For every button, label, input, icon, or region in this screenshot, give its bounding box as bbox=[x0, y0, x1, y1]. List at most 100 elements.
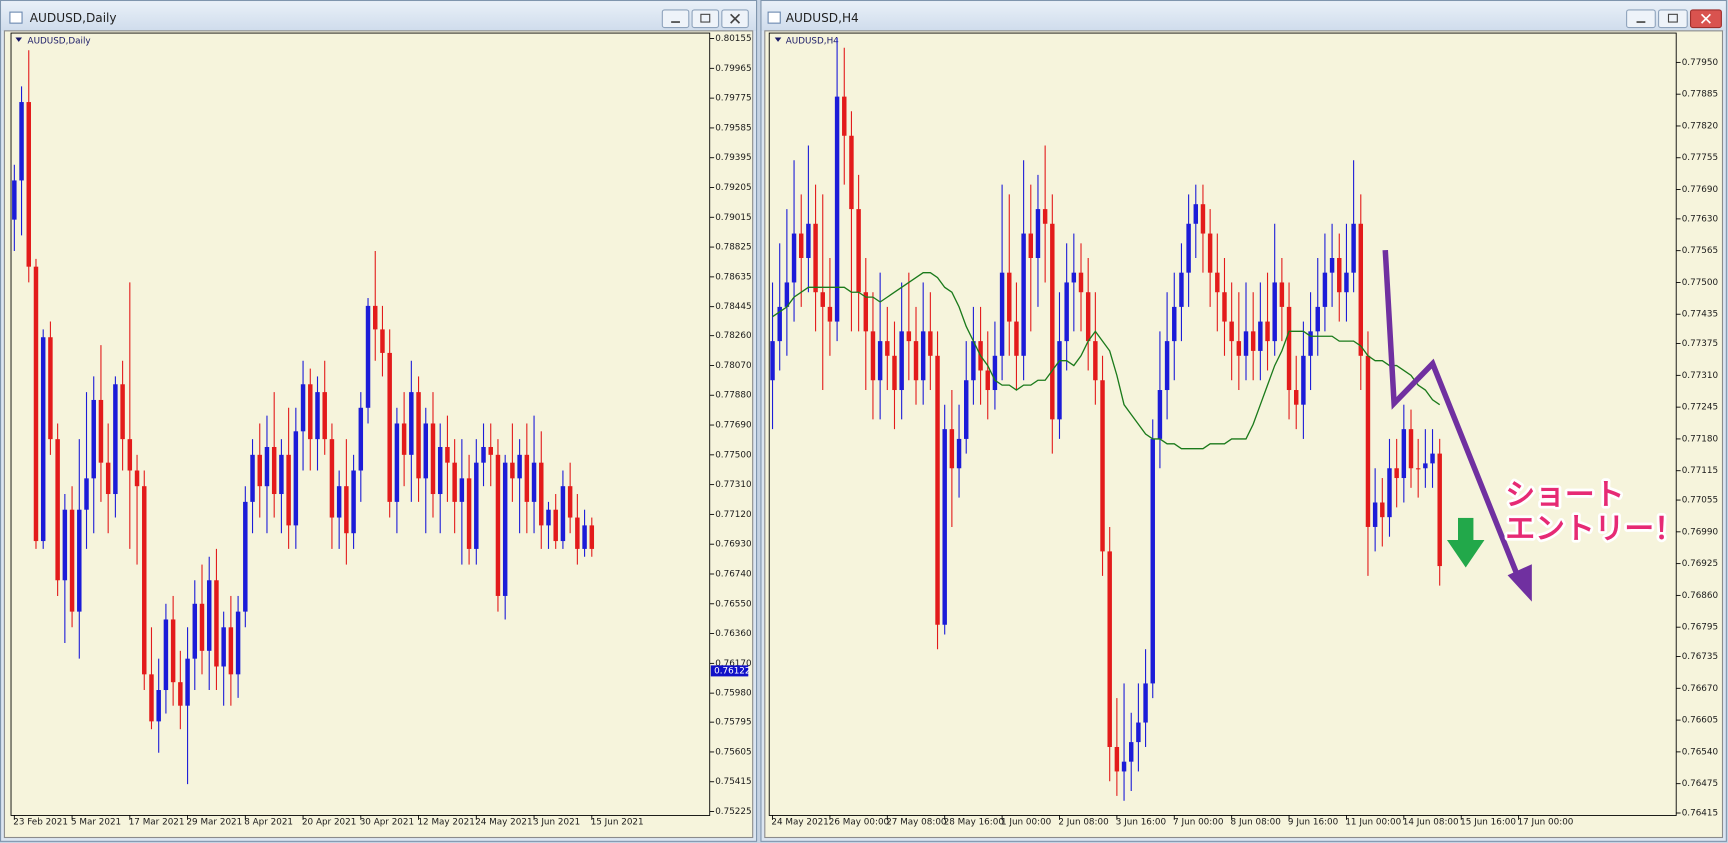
window-buttons[interactable] bbox=[661, 9, 749, 29]
y-tick-label: 0.76415 bbox=[1682, 809, 1718, 819]
y-tick-label: 0.77055 bbox=[1682, 496, 1718, 506]
candle-body bbox=[791, 233, 797, 283]
candle-body bbox=[55, 439, 60, 581]
y-tick-label: 0.76925 bbox=[1682, 559, 1718, 569]
x-tick-label: 12 May 2021 bbox=[417, 818, 474, 828]
x-tick-label: 11 Jun 00:00 bbox=[1345, 818, 1401, 828]
x-tick-label: 8 Apr 2021 bbox=[244, 818, 293, 828]
y-tick-label: 0.76540 bbox=[1682, 747, 1719, 757]
green-arrow-head bbox=[1446, 539, 1485, 568]
candle-body bbox=[214, 580, 219, 667]
y-tick-label: 0.77310 bbox=[715, 480, 752, 490]
candle-body bbox=[459, 478, 465, 502]
candle-body bbox=[582, 525, 587, 549]
x-tick-label: 9 Jun 16:00 bbox=[1288, 818, 1339, 828]
y-tick-label: 0.79205 bbox=[715, 183, 751, 193]
y-tick-label: 0.79585 bbox=[715, 123, 751, 133]
candle-body bbox=[1078, 272, 1084, 293]
candle-body bbox=[949, 429, 955, 469]
candle-body bbox=[1337, 257, 1342, 293]
y-tick-label: 0.77120 bbox=[715, 510, 752, 520]
candle-body bbox=[1430, 453, 1435, 464]
title-bar bbox=[761, 1, 1726, 31]
candle-body bbox=[1301, 355, 1306, 405]
candle-body bbox=[1437, 453, 1442, 567]
candle-body bbox=[336, 486, 342, 518]
candle-body bbox=[1236, 341, 1242, 356]
candle-body bbox=[1157, 390, 1163, 439]
candle-body bbox=[1265, 321, 1270, 342]
candle-body bbox=[329, 439, 335, 518]
candle-body bbox=[423, 423, 429, 479]
candle-body bbox=[546, 509, 551, 526]
candle-body bbox=[1050, 223, 1055, 420]
candle-body bbox=[842, 96, 847, 136]
y-tick-label: 0.76170 bbox=[715, 659, 752, 669]
candle-body bbox=[913, 341, 919, 381]
restore-button[interactable] bbox=[1658, 9, 1688, 29]
candle-body bbox=[250, 454, 255, 502]
candle-body bbox=[1372, 502, 1378, 527]
candle-body bbox=[409, 392, 414, 455]
candle-body bbox=[286, 454, 291, 526]
candle-body bbox=[1114, 746, 1120, 772]
candle-body bbox=[12, 180, 17, 220]
candle-body bbox=[1322, 272, 1328, 307]
y-tick-label: 0.77880 bbox=[715, 391, 752, 401]
candle-body bbox=[1186, 223, 1191, 273]
candle-body bbox=[105, 462, 111, 495]
menu-triangle[interactable] bbox=[15, 37, 23, 42]
candle-body bbox=[777, 306, 782, 342]
candle-body bbox=[1358, 223, 1364, 356]
candle-body bbox=[999, 272, 1005, 356]
candle-body bbox=[920, 331, 926, 381]
candle-body bbox=[1128, 742, 1134, 762]
candle-body bbox=[62, 509, 68, 581]
y-tick-label: 0.76735 bbox=[1682, 652, 1718, 662]
x-tick-label: 15 Jun 16:00 bbox=[1460, 818, 1516, 828]
candle-body bbox=[127, 439, 133, 471]
candle-body bbox=[1014, 321, 1019, 356]
minimize-button[interactable] bbox=[661, 9, 690, 29]
candle-body bbox=[120, 384, 125, 440]
candle-body bbox=[985, 370, 990, 391]
candle-body bbox=[228, 627, 234, 675]
candle-body bbox=[387, 352, 392, 502]
candle-body bbox=[834, 96, 840, 322]
restore-button[interactable] bbox=[691, 9, 720, 29]
candle-body bbox=[495, 454, 501, 596]
chart-area bbox=[764, 30, 1724, 839]
candle-body bbox=[279, 454, 284, 495]
x-tick-label: 3 Jun 16:00 bbox=[1116, 818, 1167, 828]
candle-body bbox=[358, 407, 364, 471]
candle-body bbox=[430, 423, 436, 495]
candle-body bbox=[956, 438, 962, 469]
candle-body bbox=[1308, 331, 1313, 356]
candle-body bbox=[827, 306, 833, 322]
candle-body bbox=[524, 454, 530, 502]
chart-label: AUDUSD,H4 bbox=[786, 36, 839, 46]
title-bar bbox=[1, 1, 756, 31]
y-tick-label: 0.79015 bbox=[715, 213, 751, 223]
y-tick-label: 0.77885 bbox=[1682, 90, 1718, 100]
minimize-button[interactable] bbox=[1626, 9, 1656, 29]
candle-body bbox=[156, 690, 161, 722]
candle-body bbox=[206, 580, 212, 651]
x-tick-label: 1 Jun 00:00 bbox=[1001, 818, 1052, 828]
candle-body bbox=[98, 399, 104, 463]
candle-body bbox=[1193, 204, 1199, 224]
candle-body bbox=[271, 446, 277, 495]
window-buttons[interactable] bbox=[1626, 9, 1722, 29]
current-price-box bbox=[710, 665, 749, 677]
candle-body bbox=[964, 380, 969, 439]
candle-body bbox=[26, 102, 32, 267]
candle-body bbox=[928, 331, 933, 356]
candle-body bbox=[1279, 282, 1285, 307]
menu-triangle[interactable] bbox=[774, 37, 782, 42]
candle-body bbox=[1329, 257, 1335, 273]
candle-body bbox=[344, 486, 349, 534]
candle-body bbox=[1057, 341, 1062, 420]
left-window: AUDUSD,Daily AUDUSD,Daily bbox=[0, 0, 758, 842]
y-tick-label: 0.78070 bbox=[715, 361, 752, 371]
y-tick-label: 0.78825 bbox=[715, 243, 751, 253]
